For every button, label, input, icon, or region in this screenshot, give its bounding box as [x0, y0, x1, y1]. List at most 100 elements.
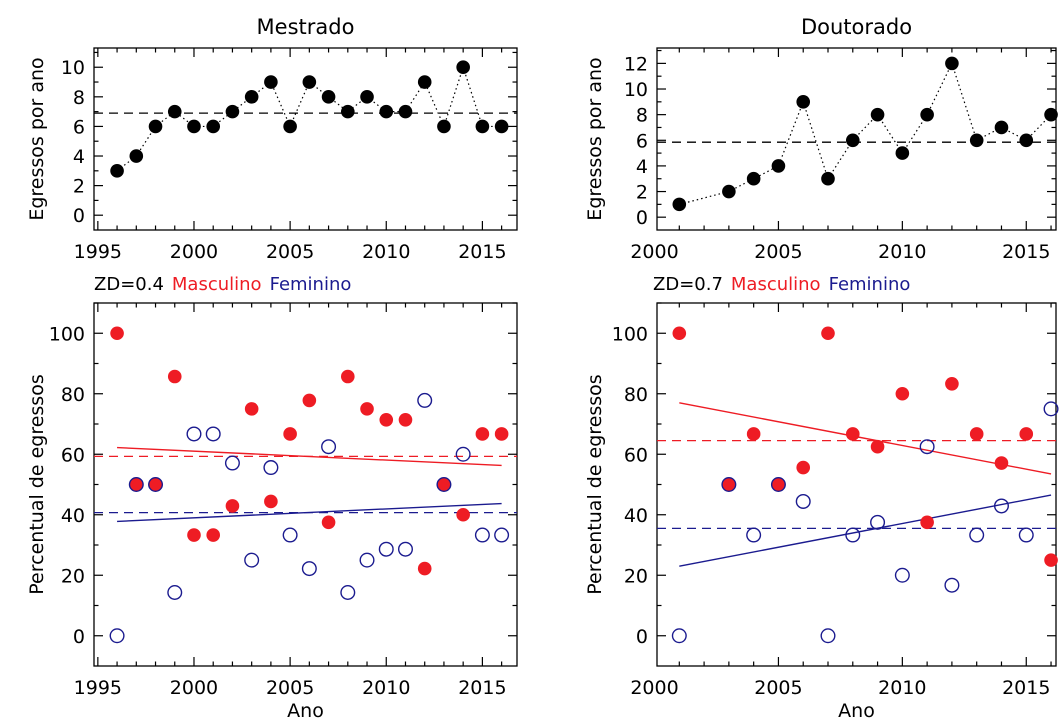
- data-point-male: [437, 477, 451, 492]
- data-point-female: [721, 477, 737, 493]
- gender-legend: ZD=0.4 Masculino Feminino: [94, 274, 351, 295]
- data-point-male: [360, 402, 374, 416]
- data-point: [283, 119, 297, 134]
- plot-area: [94, 65, 517, 172]
- data-point-male: [167, 369, 182, 384]
- data-point-female: [128, 477, 144, 493]
- data-point: [945, 56, 959, 71]
- data-point: [244, 90, 259, 104]
- data-point-female: [167, 584, 183, 600]
- y-axis-label: Egressos por ano: [584, 57, 606, 220]
- trend-line: [679, 402, 1052, 475]
- data-point-male: [148, 477, 163, 492]
- x-tick-label: 2000: [170, 241, 218, 263]
- legend-male: Masculino: [172, 274, 262, 295]
- data-point-female: [263, 460, 279, 476]
- y-tick-label: 0: [636, 626, 648, 648]
- data-point: [110, 164, 124, 178]
- data-point-female: [894, 567, 910, 583]
- data-point: [360, 90, 374, 104]
- data-point: [895, 146, 910, 160]
- data-point-male: [821, 326, 835, 341]
- panel-title: Mestrado: [257, 15, 355, 39]
- y-tick-label: 80: [61, 384, 85, 406]
- data-point-male: [225, 499, 240, 513]
- chart-panel-1: 1995 2000 2005 2010 2015 0 2 4 6 8 10 Mestrado Egres…: [26, 15, 518, 295]
- x-tick-label: 2010: [362, 241, 410, 263]
- plot-area: [657, 402, 1056, 567]
- data-point: [321, 90, 336, 104]
- x-tick-label: 2010: [878, 677, 926, 699]
- series-line: [679, 61, 1052, 205]
- data-point-male: [283, 427, 297, 441]
- data-point-female: [397, 541, 413, 557]
- zd-value: ZD=0.4: [94, 274, 164, 295]
- panel-title: Doutorado: [801, 15, 912, 39]
- y-tick-label: 0: [73, 205, 85, 227]
- data-point-female: [919, 439, 935, 455]
- data-point: [722, 184, 736, 199]
- y-tick-label: 6: [73, 116, 85, 138]
- data-point-female: [359, 552, 375, 568]
- data-point-male: [244, 402, 259, 416]
- y-tick-label: 60: [624, 444, 648, 466]
- y-axis-label: Egressos por ano: [26, 57, 48, 220]
- data-point: [456, 60, 470, 75]
- data-point-female: [109, 628, 125, 644]
- legend-female: Feminino: [829, 274, 911, 295]
- x-tick-label: 2005: [266, 241, 314, 263]
- data-point: [870, 107, 885, 122]
- data-point-male: [1019, 427, 1034, 441]
- data-point-male: [945, 376, 959, 391]
- x-tick-label: 2015: [458, 241, 506, 263]
- data-point: [746, 171, 761, 186]
- y-tick-label: 0: [73, 626, 85, 648]
- plot-frame: [656, 47, 1057, 231]
- data-point-female: [224, 455, 240, 471]
- data-point-female: [820, 628, 836, 644]
- data-point: [475, 119, 490, 134]
- data-point-male: [129, 477, 144, 492]
- data-point-female: [944, 577, 960, 593]
- y-tick-label: 8: [73, 87, 85, 109]
- y-tick-label: 6: [636, 130, 648, 152]
- y-tick-label: 20: [624, 565, 648, 587]
- data-point-male: [379, 412, 394, 427]
- y-tick-label: 80: [624, 384, 648, 406]
- chart-panel-4: 2000 2005 2010 2015 0 20 40 60 80 100 Percentual d…: [584, 302, 1059, 722]
- data-point-male: [969, 427, 984, 441]
- y-tick-label: 8: [636, 105, 648, 127]
- data-point-female: [494, 527, 510, 543]
- plot-area: [657, 61, 1056, 205]
- x-axis-label: Ano: [287, 700, 324, 722]
- x-tick-label: 2015: [1002, 677, 1050, 699]
- x-tick-label: 2010: [878, 241, 926, 263]
- data-point: [187, 119, 201, 134]
- data-point-male: [722, 477, 736, 492]
- data-point-female: [282, 527, 298, 543]
- zd-value: ZD=0.7: [653, 274, 723, 295]
- data-point-female: [474, 527, 490, 543]
- data-point-female: [1043, 401, 1059, 417]
- y-axis-label: Percentual de egressos: [26, 374, 48, 594]
- data-point-female: [148, 477, 164, 493]
- data-point: [821, 171, 835, 186]
- data-point-male: [746, 427, 761, 441]
- data-point-female: [378, 541, 394, 557]
- y-tick-label: 2: [73, 176, 85, 198]
- data-point-female: [340, 584, 356, 600]
- data-point-male: [264, 494, 278, 509]
- data-point-male: [672, 326, 687, 341]
- x-tick-label: 2000: [170, 677, 218, 699]
- x-tick-label: 1995: [74, 677, 122, 699]
- data-point-male: [920, 515, 934, 530]
- data-point-female: [205, 426, 221, 442]
- data-point-female: [845, 527, 861, 543]
- y-tick-label: 20: [61, 565, 85, 587]
- data-point: [167, 104, 182, 119]
- data-point-female: [746, 527, 762, 543]
- data-point-female: [795, 493, 811, 509]
- data-point-male: [206, 528, 221, 542]
- data-point-male: [475, 427, 490, 441]
- data-point-male: [456, 507, 470, 522]
